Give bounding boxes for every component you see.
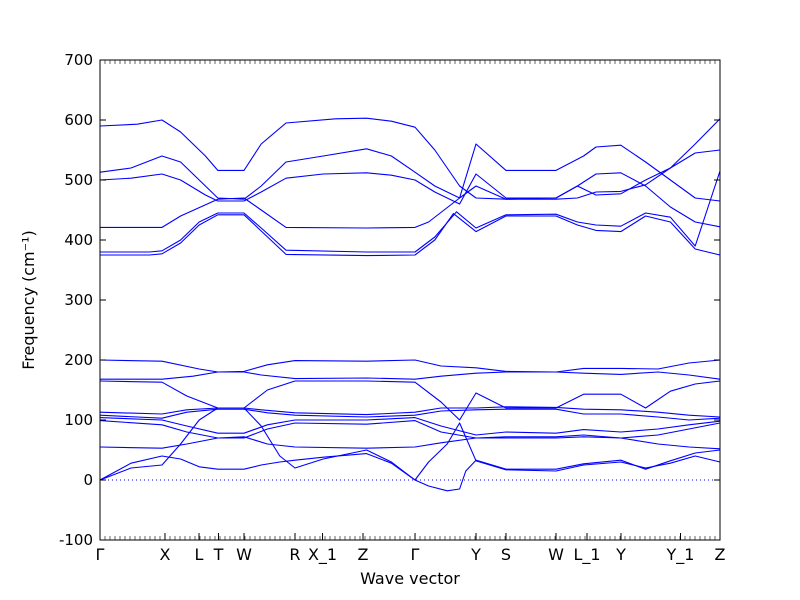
y-axis: -100 0 100 200 300 400 500 600 700 — [59, 51, 720, 549]
y-tick-label: 400 — [64, 231, 93, 249]
y-tick-label: 200 — [64, 351, 93, 369]
band-line — [100, 149, 721, 229]
y-tick-label: 700 — [64, 51, 93, 69]
band-line — [99, 408, 721, 421]
x-tick-label: Y — [615, 545, 626, 564]
x-tick-label: W — [548, 545, 564, 564]
band-line — [99, 118, 721, 205]
band-line — [99, 422, 721, 481]
x-tick-label: L_1 — [573, 545, 600, 565]
x-axis-label: Wave vector — [360, 569, 460, 588]
x-tick-label: Γ — [411, 545, 420, 564]
band-line — [99, 417, 721, 436]
band-line — [99, 359, 721, 373]
x-tick-label: R — [289, 545, 300, 564]
x-axis: Γ X L T W R X_1 Z Γ Y S W L_1 Y Y_1 Z — [96, 533, 726, 565]
x-tick-label: X — [159, 545, 170, 564]
x-tick-label: L — [195, 545, 204, 564]
y-tick-label: 300 — [64, 291, 93, 309]
x-tick-label: Y_1 — [666, 545, 695, 565]
y-axis-label: Frequency (cm⁻¹) — [19, 230, 38, 369]
band-line — [100, 170, 721, 253]
band-line — [99, 407, 721, 492]
band-line — [99, 420, 721, 439]
y-tick-label: 0 — [83, 471, 93, 489]
y-tick-label: -100 — [59, 531, 93, 549]
plot-frame — [99, 59, 721, 541]
x-tick-label: X_1 — [308, 545, 337, 565]
x-tick-label: Γ — [96, 545, 105, 564]
band-line — [100, 213, 721, 257]
x-tick-label: S — [501, 545, 511, 564]
y-tick-label: 500 — [64, 171, 93, 189]
x-tick-label: Z — [358, 545, 369, 564]
band-line — [99, 406, 721, 418]
minor-tick-group — [99, 60, 721, 540]
x-tick-label: Z — [715, 545, 726, 564]
band-line — [99, 117, 721, 228]
band-line — [99, 436, 721, 450]
band-line — [99, 143, 721, 202]
y-tick-label: 600 — [64, 111, 93, 129]
x-tick-label: Y — [470, 545, 481, 564]
x-tick-label: W — [236, 545, 252, 564]
series-group — [99, 117, 721, 492]
band-line — [100, 371, 721, 380]
y-tick-label: 100 — [64, 411, 93, 429]
x-tick-label: T — [213, 545, 224, 564]
